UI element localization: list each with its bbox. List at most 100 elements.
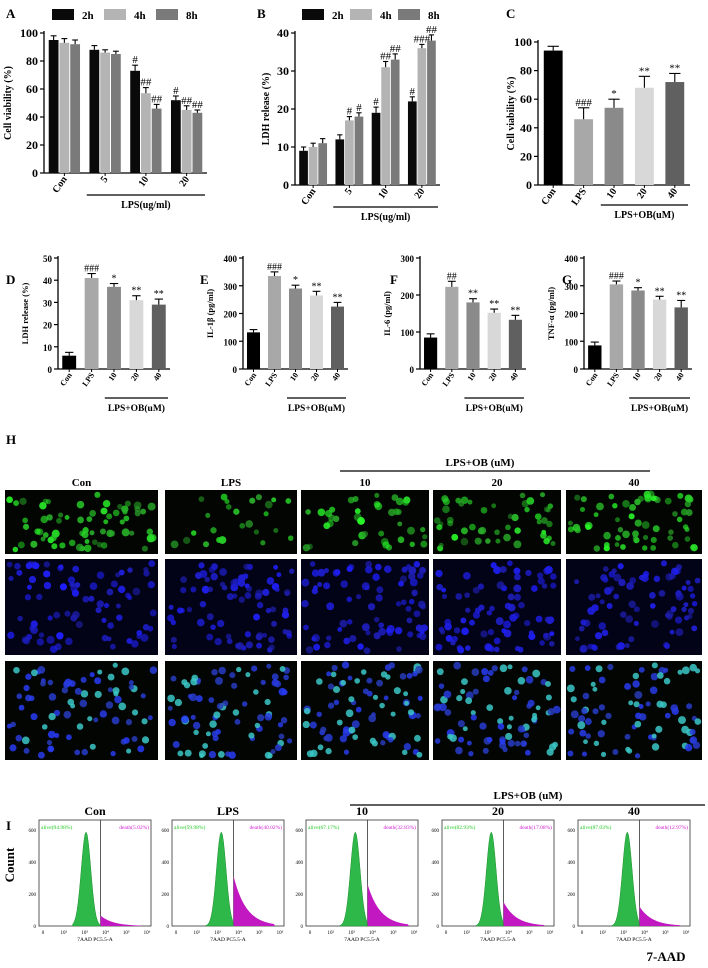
significance-mark: **: [655, 286, 665, 297]
cell-nucleus: [405, 605, 412, 612]
cell-nucleus: [202, 743, 209, 749]
cell-nucleus: [474, 537, 482, 545]
cell-nucleus: [64, 514, 70, 520]
cell-nucleus: [408, 598, 415, 605]
cell-nucleus: [333, 699, 340, 706]
panel-g: G 0 100 200 300 400 TNF-α (pg/ml) Con ### LPS * 10 *…: [546, 254, 692, 414]
cell-nucleus: [87, 716, 93, 722]
cell-nucleus: [234, 719, 241, 725]
cell-nucleus: [613, 573, 622, 582]
cell-nucleus: [262, 632, 268, 638]
cell-nucleus: [107, 687, 113, 693]
cell-nucleus: [289, 568, 295, 574]
cell-nucleus: [205, 512, 211, 518]
y-tick-label: 0: [301, 925, 304, 930]
cell-nucleus: [503, 533, 511, 542]
cell-nucleus: [365, 566, 373, 574]
cell-nucleus: [642, 534, 649, 541]
y-tick-label: 600: [432, 829, 440, 834]
cell-nucleus: [264, 712, 273, 721]
y-tick-label: 0: [48, 365, 53, 375]
significance-mark: *: [611, 88, 617, 100]
cell-nucleus: [89, 510, 97, 517]
cell-nucleus: [480, 506, 488, 514]
x-tick-label: 0: [445, 931, 448, 936]
cell-nucleus: [361, 623, 370, 632]
cell-nucleus: [394, 627, 403, 635]
cell-nucleus: [670, 606, 677, 613]
cell-nucleus: [206, 633, 214, 641]
column-label: LPS: [221, 477, 241, 489]
cell-nucleus: [524, 506, 530, 513]
y-tick-label: 600: [29, 829, 37, 834]
cell-nucleus: [380, 740, 386, 746]
cell-nucleus: [684, 500, 691, 508]
significance-mark: #: [410, 86, 416, 98]
cell-nucleus: [107, 622, 114, 629]
cell-nucleus: [570, 696, 577, 703]
x-axis-title: 7-AAD: [647, 949, 686, 964]
cell-nucleus: [125, 592, 131, 599]
legend-swatch: [398, 9, 420, 20]
cell-nucleus: [663, 667, 669, 673]
cell-nucleus: [486, 610, 492, 616]
bar: [48, 40, 59, 173]
cell-nucleus: [601, 719, 607, 725]
cell-nucleus: [376, 679, 384, 687]
cell-nucleus: [216, 702, 224, 710]
y-tick-label: 0: [410, 365, 415, 375]
cell-nucleus: [236, 642, 244, 650]
cell-nucleus: [598, 704, 606, 711]
significance-mark: #: [373, 96, 379, 108]
cell-nucleus: [634, 753, 641, 759]
cell-nucleus: [485, 538, 491, 544]
cell-nucleus: [6, 561, 13, 568]
cell-nucleus: [414, 734, 421, 742]
y-tick-label: 0: [32, 166, 38, 180]
death-label: death(12.97%): [655, 824, 688, 831]
cell-nucleus: [650, 536, 657, 543]
cell-nucleus: [585, 733, 591, 739]
cell-nucleus: [513, 584, 522, 593]
cell-nucleus: [690, 593, 696, 599]
cell-nucleus: [283, 674, 289, 681]
cell-nucleus: [691, 601, 698, 607]
y-axis-title: TNF-α (pg/ml): [546, 287, 556, 340]
cell-nucleus: [409, 541, 415, 547]
cell-nucleus: [147, 502, 156, 511]
cell-nucleus: [399, 575, 408, 583]
cell-nucleus: [94, 690, 102, 699]
cell-nucleus: [675, 628, 684, 637]
cell-nucleus: [84, 544, 92, 553]
panel-f: F 0 100 200 300 IL-6 (pg/ml) Con ## LPS ** 10 ** 20 *…: [382, 254, 526, 414]
cell-nucleus: [254, 592, 262, 600]
cell-nucleus: [147, 715, 153, 721]
cell-nucleus: [196, 618, 205, 627]
cell-nucleus: [48, 693, 57, 701]
group-label: LPS+OB(uM): [631, 403, 688, 414]
cell-nucleus: [614, 542, 620, 547]
cell-nucleus: [64, 610, 71, 617]
x-tick-label: 10⁶: [411, 930, 418, 936]
cell-nucleus: [232, 709, 240, 716]
cell-nucleus: [511, 513, 519, 522]
cell-nucleus: [264, 698, 271, 706]
cell-nucleus: [598, 676, 606, 684]
cell-nucleus: [667, 535, 674, 541]
cell-nucleus: [243, 563, 250, 570]
cell-nucleus: [443, 690, 452, 699]
y-axis-title: LDH release (%): [261, 73, 272, 146]
x-tick-label: LPS: [441, 371, 457, 389]
x-tick-label: 10: [137, 174, 152, 189]
bar: [129, 300, 144, 369]
cell-nucleus: [323, 582, 331, 590]
cell-nucleus: [540, 492, 546, 498]
cell-nucleus: [28, 695, 35, 702]
cell-nucleus: [531, 716, 537, 723]
x-tick-label: LPS: [570, 186, 590, 208]
panel-d: D 0 10 20 30 40 50 LDH release (%) Con ### LPS * 10 *…: [6, 254, 170, 414]
x-tick-label: 10⁴: [641, 930, 648, 936]
cell-nucleus: [527, 699, 535, 707]
